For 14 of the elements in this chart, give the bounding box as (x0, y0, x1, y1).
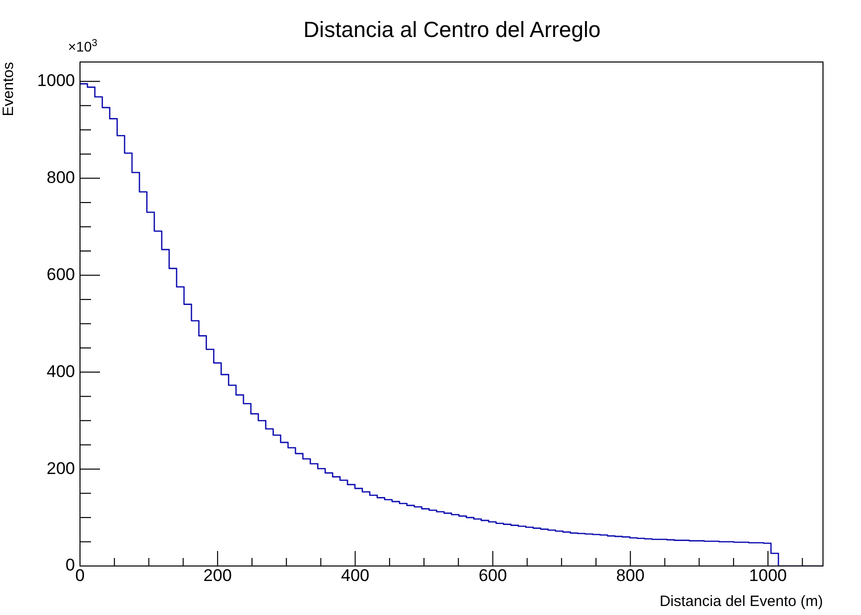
x-tick-label: 400 (341, 566, 370, 585)
chart-title: Distancia al Centro del Arreglo (303, 17, 601, 42)
x-axis-title: Distancia del Evento (m) (660, 593, 823, 610)
y-axis-title: Eventos (0, 62, 18, 116)
x-tick-label: 800 (616, 566, 645, 585)
y-tick-label: 400 (46, 362, 75, 381)
x-tick-label: 600 (478, 566, 507, 585)
x-tick-label: 1000 (749, 566, 787, 585)
x-tick-label: 200 (203, 566, 232, 585)
y-tick-label: 800 (46, 168, 75, 187)
text: ×10$^{3}$ (68, 38, 98, 55)
y-tick-label: 600 (46, 264, 75, 284)
y-tick-label: 200 (46, 458, 75, 478)
y-tick-label: 1000 (37, 71, 75, 90)
